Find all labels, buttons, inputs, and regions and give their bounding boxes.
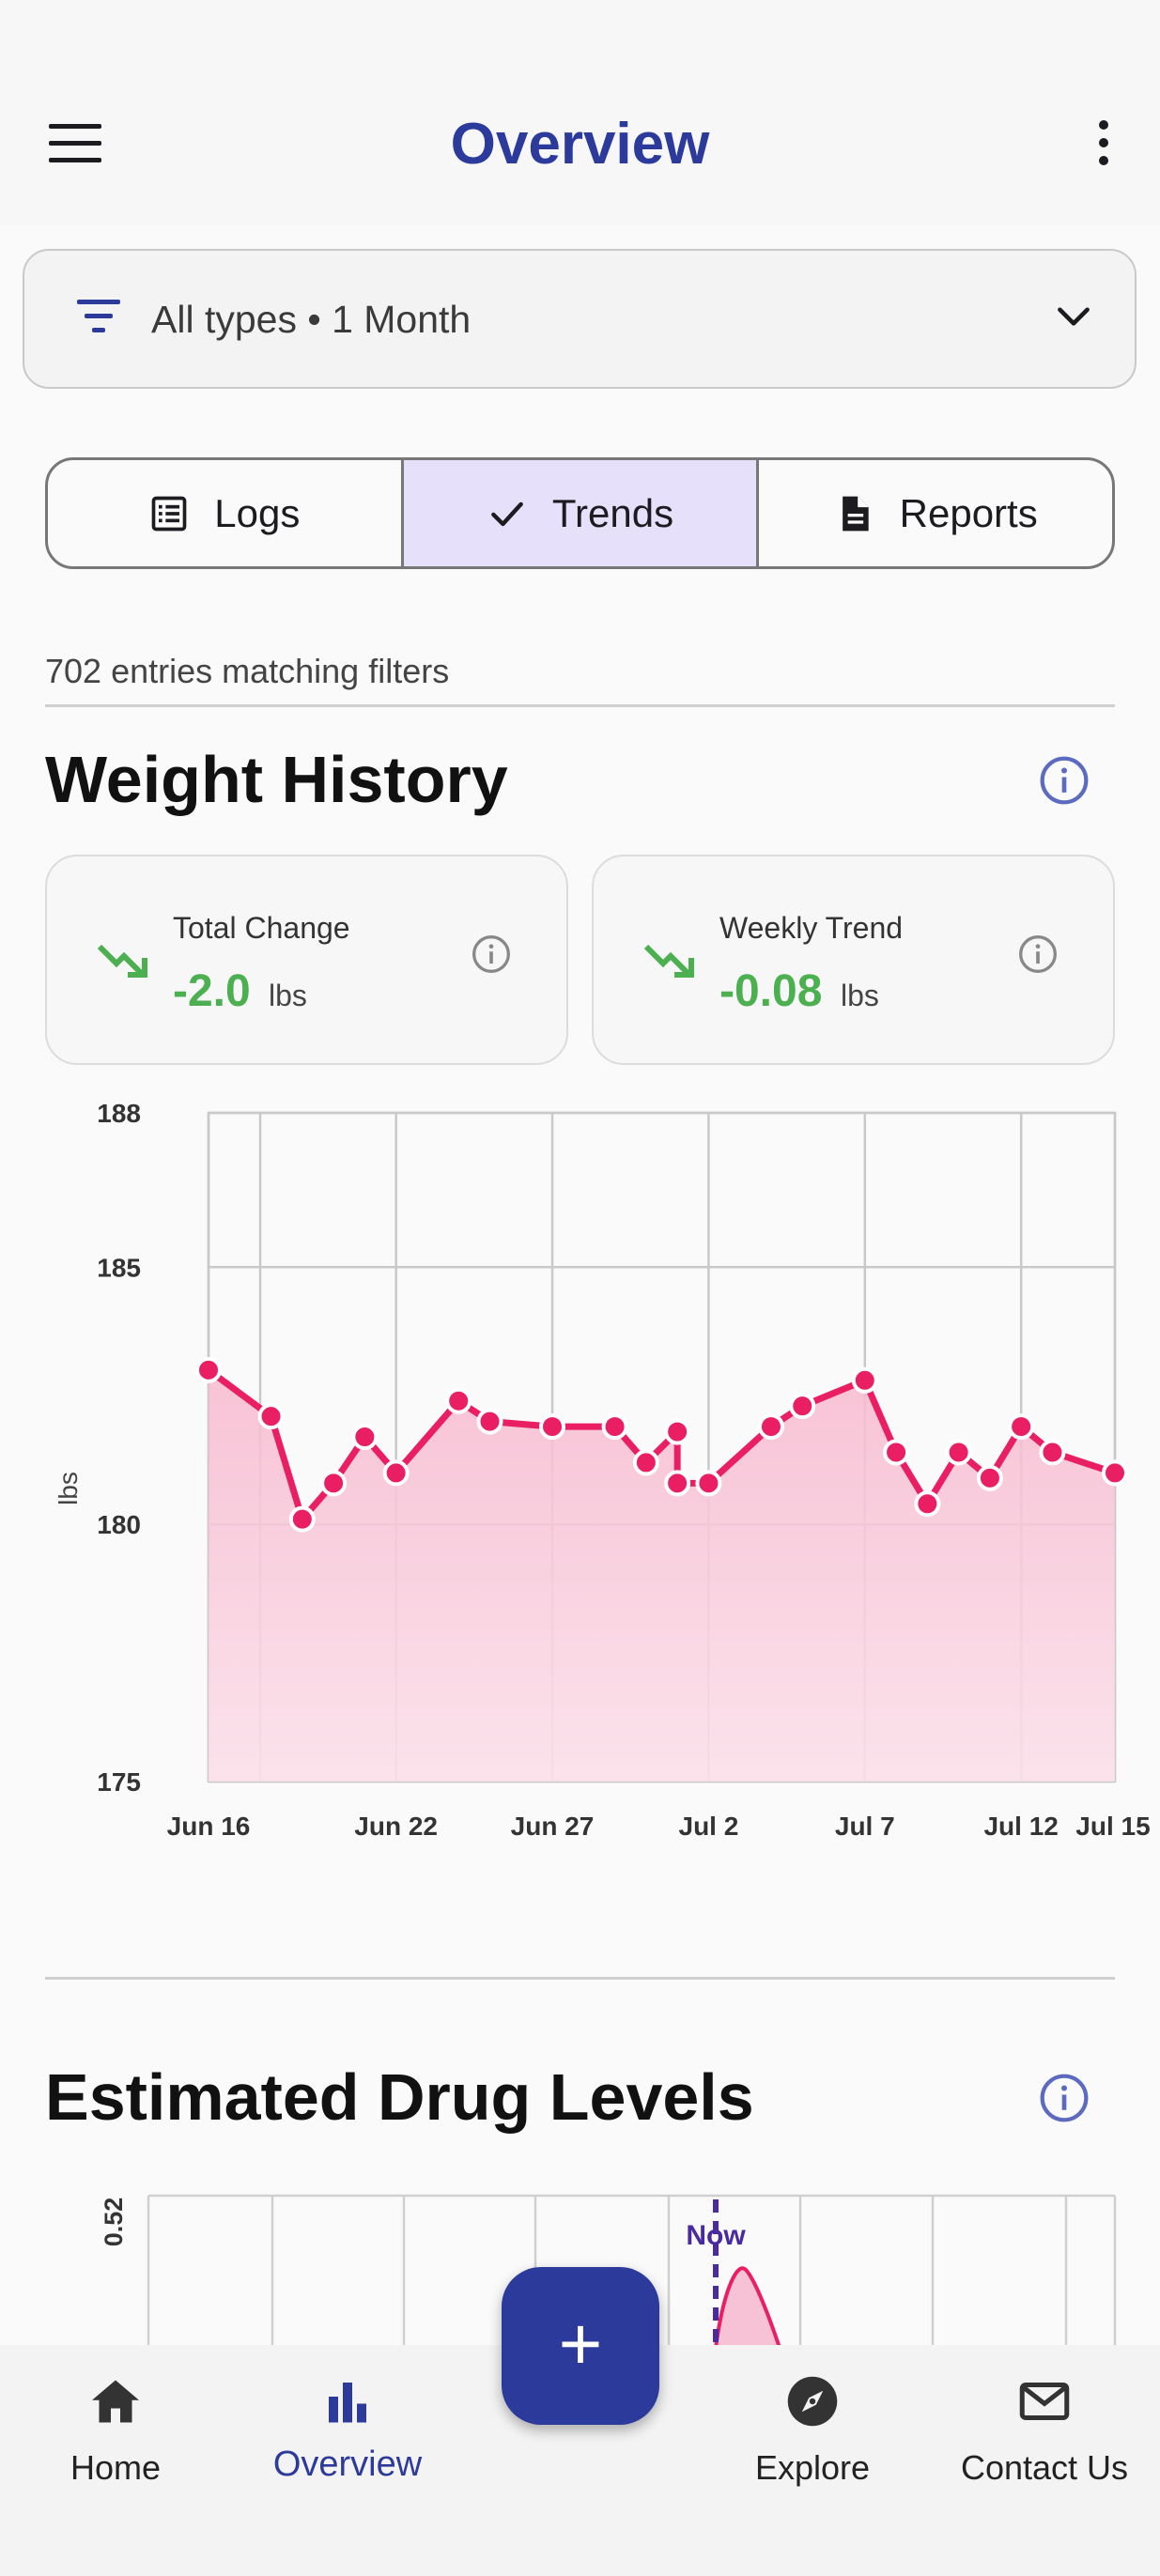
nav-contact-us[interactable]: Contact Us [941, 2345, 1148, 2576]
stat-unit: lbs [841, 979, 879, 1012]
y-tick-label: 185 [97, 1253, 141, 1282]
weight-point[interactable] [1039, 1439, 1066, 1466]
weight-point[interactable] [382, 1459, 410, 1487]
nav-label: Contact Us [960, 2448, 1129, 2487]
segment-trends[interactable]: Trends [403, 460, 760, 566]
x-tick-label: Jun 27 [511, 1812, 595, 1841]
drug-level-curve [713, 2266, 782, 2348]
more-options-icon[interactable] [1092, 120, 1115, 169]
weekly-trend-card: Weekly Trend -0.08 lbs [592, 855, 1115, 1065]
weight-point[interactable] [539, 1413, 566, 1441]
weight-point[interactable] [664, 1470, 691, 1497]
y-tick-label: 180 [97, 1510, 141, 1539]
trending-down-icon [643, 944, 694, 978]
weight-point[interactable] [1102, 1459, 1128, 1487]
x-tick-label: Jun 22 [354, 1812, 438, 1841]
stat-value: -0.08 [719, 966, 823, 1016]
x-tick-label: Jul 15 [1075, 1812, 1150, 1841]
app-bar: Overview [0, 0, 1160, 225]
weight-point[interactable] [757, 1413, 784, 1441]
y-axis-label: lbs [54, 1472, 83, 1505]
total-change-card: Total Change -2.0 lbs [45, 855, 568, 1065]
weight-point[interactable] [914, 1490, 941, 1518]
weight-point[interactable] [351, 1424, 379, 1451]
weight-point[interactable] [883, 1439, 910, 1466]
weight-point[interactable] [1008, 1413, 1035, 1441]
x-tick-label: Jul 2 [679, 1812, 739, 1841]
trending-down-icon [97, 944, 147, 978]
segment-reports[interactable]: Reports [759, 460, 1112, 566]
weight-area [209, 1369, 1115, 1782]
weight-point[interactable] [789, 1393, 816, 1420]
home-icon [92, 2380, 139, 2423]
nav-overview[interactable]: Overview [244, 2345, 451, 2576]
weight-point[interactable] [257, 1403, 285, 1430]
weight-point[interactable] [476, 1408, 503, 1435]
weight-point[interactable] [945, 1439, 972, 1466]
now-label: Now [686, 2220, 746, 2251]
y-tick-label: 0.52 [100, 2198, 128, 2247]
stat-label: Total Change [173, 911, 350, 945]
weight-point[interactable] [976, 1464, 1003, 1491]
divider [45, 1977, 1115, 1980]
stat-label: Weekly Trend [719, 911, 904, 945]
y-tick-label: 175 [97, 1767, 141, 1797]
plus-icon: + [558, 2302, 603, 2385]
weight-point[interactable] [851, 1366, 878, 1394]
weight-chart: 188 185 180 175 Jun 16 Jun 22 Jun 27 Jul 2 Jul … [54, 1099, 1151, 1841]
weight-point[interactable] [632, 1449, 659, 1476]
entries-count: 702 entries matching filters [45, 652, 450, 690]
segment-logs[interactable]: Logs [48, 460, 404, 566]
nav-explore[interactable]: Explore [709, 2345, 916, 2576]
weight-point[interactable] [320, 1470, 348, 1497]
stat-value: -2.0 [173, 966, 251, 1016]
x-tick-label: Jul 12 [983, 1812, 1058, 1841]
info-icon[interactable] [471, 933, 512, 975]
segment-label: Logs [214, 490, 301, 535]
menu-icon[interactable] [49, 124, 101, 165]
divider [45, 704, 1115, 707]
info-icon[interactable] [1038, 754, 1090, 807]
info-icon[interactable] [1017, 933, 1059, 975]
info-icon[interactable] [1038, 2072, 1090, 2124]
weight-point[interactable] [288, 1505, 316, 1533]
nav-label: Home [70, 2448, 162, 2487]
y-tick-label: 188 [97, 1099, 141, 1128]
x-tick-label: Jun 16 [167, 1812, 251, 1841]
drug-levels-chart: 0.52 Now [100, 2194, 1117, 2348]
filter-dropdown[interactable]: All types • 1 Month [23, 249, 1137, 389]
segment-label: Reports [899, 490, 1038, 535]
check-icon [491, 501, 523, 526]
list-icon [151, 496, 187, 531]
weight-point[interactable] [601, 1413, 628, 1441]
stat-unit: lbs [269, 979, 307, 1012]
add-entry-button[interactable]: + [502, 2267, 659, 2425]
weight-history-title: Weight History [45, 743, 508, 816]
weight-point[interactable] [445, 1387, 472, 1414]
page-title: Overview [450, 112, 710, 177]
x-tick-label: Jul 7 [835, 1812, 895, 1841]
nav-home[interactable]: Home [12, 2345, 219, 2576]
nav-label: Overview [272, 2445, 423, 2484]
view-segmented-control: Logs Trends Reports [45, 457, 1115, 569]
segment-label: Trends [551, 490, 674, 535]
mail-icon [1019, 2383, 1070, 2420]
document-icon [842, 496, 869, 531]
weight-point[interactable] [195, 1356, 222, 1383]
weight-point[interactable] [695, 1470, 722, 1497]
bar-chart-icon [329, 2383, 366, 2423]
filter-summary: All types • 1 Month [151, 298, 472, 341]
chevron-down-icon [1058, 307, 1090, 326]
filter-icon [77, 300, 120, 337]
weight-point[interactable] [664, 1418, 691, 1445]
compass-icon [787, 2376, 838, 2427]
drug-levels-title: Estimated Drug Levels [45, 2060, 754, 2134]
nav-label: Explore [754, 2448, 871, 2487]
